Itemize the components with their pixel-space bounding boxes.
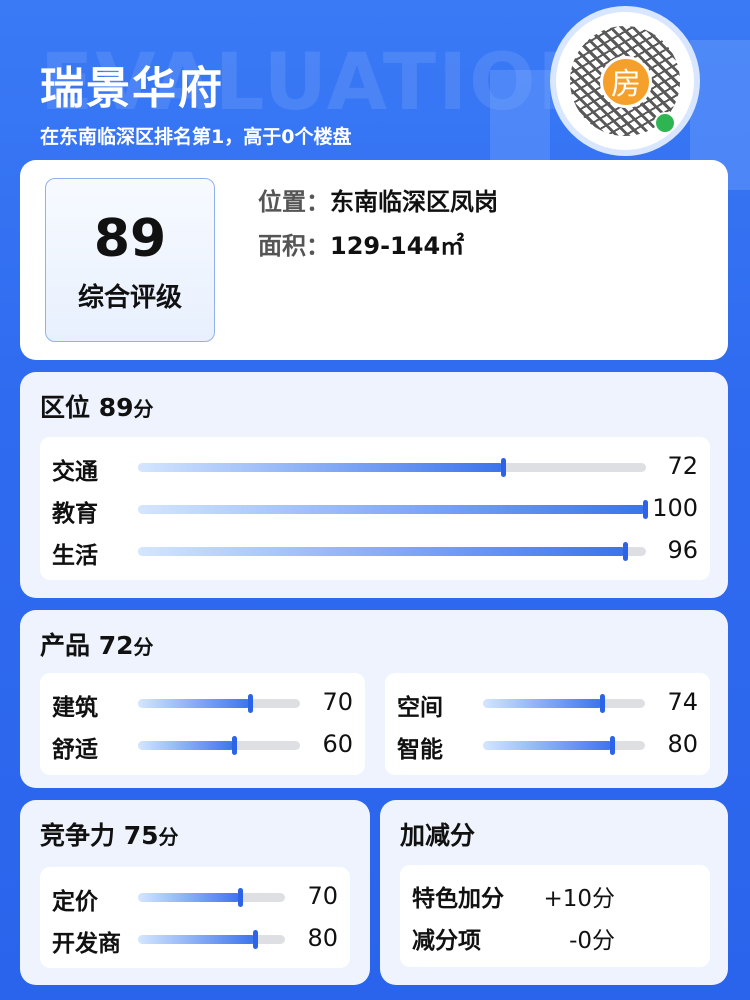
ranking-subtitle: 在东南临深区排名第1，高于0个楼盘	[40, 126, 352, 148]
fang-logo-icon: 房	[600, 56, 652, 108]
score-bar-list: 交通 72 教育 100 生活 96	[40, 437, 710, 580]
score-row: 教育 100	[40, 492, 710, 527]
score-bar	[138, 736, 300, 755]
score-value: 96	[667, 536, 698, 564]
score-bar-fill	[138, 741, 236, 750]
background-watermark-text: EVALUATION	[40, 38, 605, 128]
score-value: 60	[322, 730, 353, 758]
bonus-value: +10分	[543, 886, 615, 912]
overall-score-label: 综合评级	[77, 283, 182, 313]
score-bar-marker	[237, 888, 243, 907]
project-title: 瑞景华府	[40, 63, 224, 114]
location-value: 东南临深区凤岗	[330, 188, 498, 216]
score-bar	[138, 888, 285, 907]
score-bar-marker	[643, 500, 648, 519]
score-bar-marker	[232, 736, 238, 755]
score-bar	[138, 458, 646, 477]
score-row: 交通 72	[40, 450, 710, 485]
score-label: 定价	[52, 889, 98, 915]
score-label: 教育	[52, 501, 98, 527]
section-title: 竞争力 75分	[40, 821, 179, 850]
deduction-label: 减分项	[412, 928, 481, 954]
score-label: 舒适	[52, 737, 98, 763]
score-value: 80	[667, 730, 698, 758]
adjustment-list: 特色加分 +10分 减分项 -0分	[400, 865, 710, 967]
score-bar-fill	[138, 699, 252, 708]
score-value: 74	[667, 688, 698, 716]
score-bar-fill	[483, 741, 613, 750]
score-row: 定价 70	[40, 880, 350, 915]
score-bar-marker	[252, 930, 258, 949]
location-info: 位置：东南临深区凤岗	[258, 182, 498, 217]
section-title: 产品 72分	[40, 631, 154, 660]
score-value: 70	[322, 688, 353, 716]
score-value: 72	[667, 452, 698, 480]
score-bar-marker	[248, 694, 254, 713]
score-label: 空间	[397, 695, 443, 721]
overall-score-box: 89 综合评级	[45, 178, 215, 342]
area-info: 面积：129-144㎡	[258, 226, 464, 261]
score-bar-list: 建筑 70 舒适 60	[40, 673, 365, 775]
score-bar-marker	[622, 542, 628, 561]
score-label: 建筑	[52, 695, 98, 721]
competitive-section: 竞争力 75分 定价 70 开发商 80	[20, 800, 370, 985]
score-row: 智能 80	[385, 728, 710, 763]
score-label: 智能	[397, 737, 443, 763]
adjustment-section: 加减分 特色加分 +10分 减分项 -0分	[380, 800, 728, 985]
score-bar-marker	[599, 694, 605, 713]
mini-program-icon	[654, 112, 676, 134]
score-bar-marker	[500, 458, 506, 477]
score-bar	[138, 542, 646, 561]
score-row: 建筑 70	[40, 686, 365, 721]
qr-code[interactable]: 房	[550, 6, 700, 156]
score-bar-list: 空间 74 智能 80	[385, 673, 710, 775]
score-bar-fill	[138, 893, 241, 902]
score-value: 70	[307, 882, 338, 910]
score-bar-marker	[609, 736, 615, 755]
section-title: 加减分	[400, 821, 476, 850]
location-key: 位置：	[258, 188, 330, 216]
area-key: 面积：	[258, 232, 330, 260]
score-bar	[138, 694, 300, 713]
score-label: 交通	[52, 459, 98, 485]
section-title: 区位 89分	[40, 393, 154, 422]
score-bar-fill	[138, 547, 626, 556]
score-label: 生活	[52, 543, 98, 569]
score-value: 100	[652, 494, 698, 522]
score-row: 开发商 80	[40, 922, 350, 957]
bonus-label: 特色加分	[412, 886, 504, 912]
score-bar-list: 定价 70 开发商 80	[40, 867, 350, 968]
score-bar-fill	[483, 699, 603, 708]
score-row: 空间 74	[385, 686, 710, 721]
score-bar-fill	[138, 463, 504, 472]
deduction-value: -0分	[569, 928, 615, 954]
score-bar-fill	[138, 505, 646, 514]
score-bar-fill	[138, 935, 256, 944]
area-value: 129-144㎡	[330, 232, 465, 260]
product-section: 产品 72分 建筑 70 舒适 60 空间 74 智能 80	[20, 610, 728, 788]
summary-card: 89 综合评级 位置：东南临深区凤岗 面积：129-144㎡	[20, 160, 728, 360]
score-bar	[483, 736, 645, 755]
location-section: 区位 89分 交通 72 教育 100 生活 96	[20, 372, 728, 598]
score-bar	[138, 930, 285, 949]
score-row: 生活 96	[40, 534, 710, 569]
score-label: 开发商	[52, 931, 121, 957]
score-row: 舒适 60	[40, 728, 365, 763]
score-bar	[483, 694, 645, 713]
score-bar	[138, 500, 648, 519]
score-value: 80	[307, 924, 338, 952]
overall-score: 89	[93, 209, 167, 269]
